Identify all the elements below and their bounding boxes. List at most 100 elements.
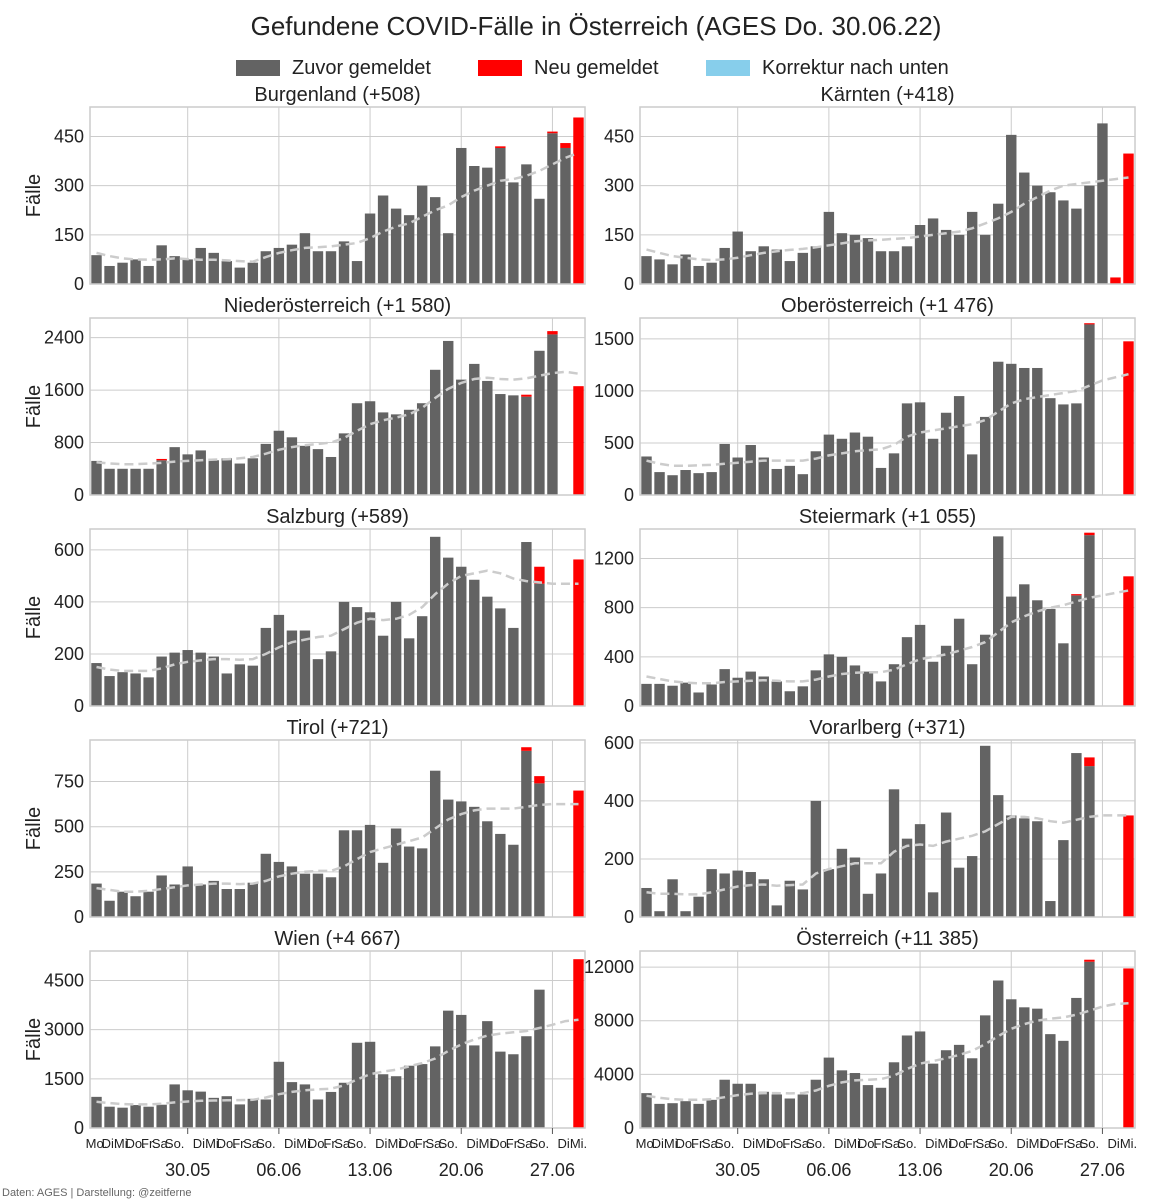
y-tick-label: 1500 xyxy=(594,329,634,349)
bar-previous xyxy=(732,677,743,706)
x-day-label: Mi. xyxy=(570,1136,587,1151)
bar-previous xyxy=(469,579,480,706)
bar-previous xyxy=(521,164,532,284)
x-day-label: Di. xyxy=(743,1136,759,1151)
bar-previous xyxy=(208,880,219,917)
bar-previous xyxy=(390,601,402,706)
bar-previous xyxy=(1045,1034,1056,1128)
bar-previous xyxy=(706,869,717,917)
bar-previous xyxy=(823,1057,835,1128)
x-day-label: So. xyxy=(347,1136,367,1151)
bar-previous xyxy=(719,669,730,706)
bar-previous xyxy=(745,872,756,917)
bar-previous xyxy=(914,1031,926,1128)
bar-previous xyxy=(823,869,835,917)
bar-previous xyxy=(469,806,480,917)
x-day-label: So. xyxy=(806,1136,826,1151)
bar-previous xyxy=(117,672,128,706)
bar-previous xyxy=(91,1096,102,1128)
x-day-label: Mi. xyxy=(1029,1136,1046,1151)
bar-previous xyxy=(849,234,861,284)
y-tick-label: 0 xyxy=(74,907,84,927)
bar-previous xyxy=(156,245,167,284)
bar-previous xyxy=(706,472,717,495)
bar-new xyxy=(1123,341,1134,495)
bar-previous xyxy=(143,891,154,917)
bar-previous xyxy=(927,1063,939,1128)
bar-new xyxy=(534,776,545,784)
bar-previous xyxy=(143,468,154,495)
bar-previous xyxy=(979,1015,991,1128)
bar-previous xyxy=(953,618,965,706)
bar-previous xyxy=(299,445,311,495)
bar-previous xyxy=(91,883,102,917)
bar-previous xyxy=(758,879,769,917)
bar-previous xyxy=(680,254,691,284)
bar-previous xyxy=(117,468,128,495)
bar-previous xyxy=(208,460,219,495)
panel-title: Niederösterreich (+1 580) xyxy=(224,295,451,317)
bar-previous xyxy=(469,1045,480,1128)
y-tick-label: 1500 xyxy=(44,1069,84,1089)
plot-frame xyxy=(89,950,586,1129)
bar-previous xyxy=(719,873,730,917)
bar-previous xyxy=(495,147,506,284)
bar-previous xyxy=(849,1073,861,1128)
rolling-average-line xyxy=(646,372,1129,468)
bar-new xyxy=(1123,153,1134,284)
bar-previous xyxy=(993,203,1004,284)
bar-new xyxy=(1123,576,1134,706)
y-tick-label: 200 xyxy=(604,849,634,869)
bar-previous xyxy=(823,211,835,284)
legend-label-1: Neu gemeldet xyxy=(534,57,659,79)
panel-title: Burgenland (+508) xyxy=(254,84,420,106)
bar-previous xyxy=(719,247,730,284)
bar-previous xyxy=(1006,134,1017,284)
bar-new xyxy=(573,790,584,917)
bar-previous xyxy=(940,1050,952,1128)
bar-previous xyxy=(195,247,206,284)
x-day-label: Do. xyxy=(675,1136,695,1151)
bar-previous xyxy=(693,1103,704,1128)
x-day-label: Mi. xyxy=(205,1136,222,1151)
panel-title: Salzburg (+589) xyxy=(266,506,409,528)
bar-previous xyxy=(810,246,822,284)
bar-previous xyxy=(364,1041,376,1128)
bar-previous xyxy=(130,259,141,284)
bar-previous xyxy=(784,465,796,495)
panels: 0 150 300 450 Burgenland (+508) Fälle 0 150 300 4… xyxy=(23,84,1137,1180)
bar-previous xyxy=(758,1091,769,1128)
x-day-label: Fr. xyxy=(506,1136,521,1151)
legend: Zuvor gemeldet Neu gemeldet Korrektur nach… xyxy=(236,57,949,79)
bar-previous xyxy=(143,1106,154,1128)
bar-previous xyxy=(1045,398,1056,495)
y-tick-label: 0 xyxy=(624,907,634,927)
bar-previous xyxy=(495,833,506,917)
bar-previous xyxy=(641,256,652,284)
bar-previous xyxy=(508,627,519,706)
bar-previous xyxy=(862,893,874,917)
bar-previous xyxy=(534,198,545,284)
x-day-label: Sa. xyxy=(517,1136,537,1151)
bar-previous xyxy=(286,244,298,284)
bar-previous xyxy=(208,1097,219,1128)
y-tick-label: 300 xyxy=(54,176,84,196)
bar-previous xyxy=(247,262,259,284)
bar-previous xyxy=(940,229,952,284)
bar-previous xyxy=(993,536,1004,706)
bar-previous xyxy=(377,635,389,706)
bar-previous xyxy=(560,147,571,284)
x-day-label: Di. xyxy=(558,1136,574,1151)
bar-previous xyxy=(351,1042,363,1128)
bar-previous xyxy=(940,645,952,706)
bar-previous xyxy=(390,1076,402,1128)
bar-previous xyxy=(117,891,128,917)
y-tick-label: 450 xyxy=(54,127,84,147)
x-day-label: So. xyxy=(438,1136,458,1151)
x-day-label: Do. xyxy=(949,1136,969,1151)
x-date-label: 27.06 xyxy=(530,1160,575,1180)
legend-swatch-1 xyxy=(478,60,522,76)
bar-previous xyxy=(875,681,887,706)
bar-previous xyxy=(234,267,246,284)
bar-previous xyxy=(429,197,441,284)
